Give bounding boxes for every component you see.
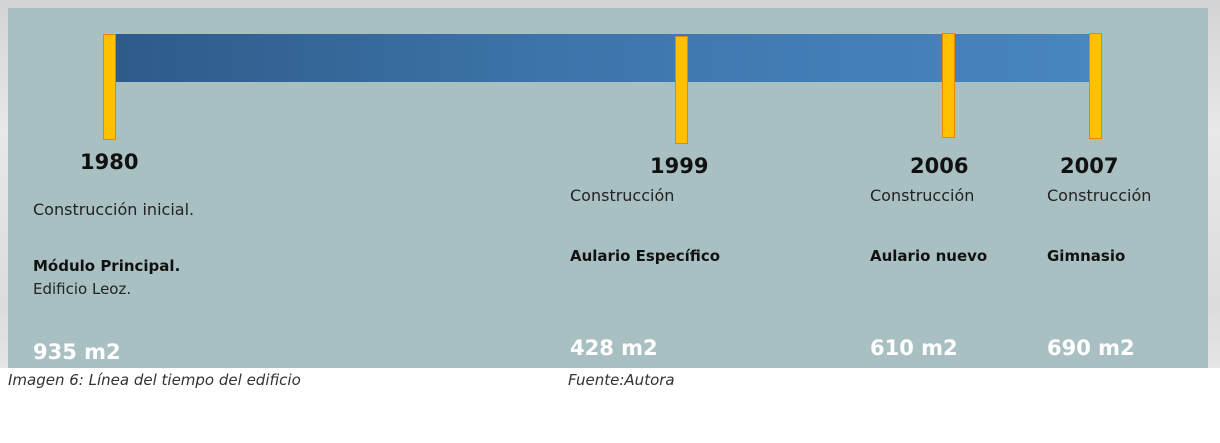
event-name: Aulario Específico <box>570 247 721 265</box>
marker <box>1089 33 1102 139</box>
event-area: 428 m2 <box>570 336 658 360</box>
event-name: Aulario nuevo <box>870 247 988 265</box>
event-type: Construcción <box>870 186 975 205</box>
event-area: 935 m2 <box>33 340 121 364</box>
marker <box>675 36 688 144</box>
year: 1980 <box>80 150 139 174</box>
event-area: 690 m2 <box>1047 336 1135 360</box>
marker <box>942 33 955 138</box>
source: Fuente:Autora <box>568 371 675 389</box>
timeline-bar <box>105 34 1093 82</box>
event-name: Gimnasio <box>1047 247 1126 265</box>
year: 1999 <box>650 154 709 178</box>
event-note: Edificio Leoz. <box>33 280 132 298</box>
event-type: Construcción inicial. <box>33 200 195 219</box>
marker <box>103 34 116 140</box>
year: 2007 <box>1060 154 1119 178</box>
caption: Imagen 6: Línea del tiempo del edificio <box>8 371 301 389</box>
year: 2006 <box>910 154 969 178</box>
event-area: 610 m2 <box>870 336 958 360</box>
caption-area <box>0 368 1220 443</box>
event-type: Construcción <box>1047 186 1152 205</box>
event-name: Módulo Principal. <box>33 257 181 275</box>
event-type: Construcción <box>570 186 675 205</box>
